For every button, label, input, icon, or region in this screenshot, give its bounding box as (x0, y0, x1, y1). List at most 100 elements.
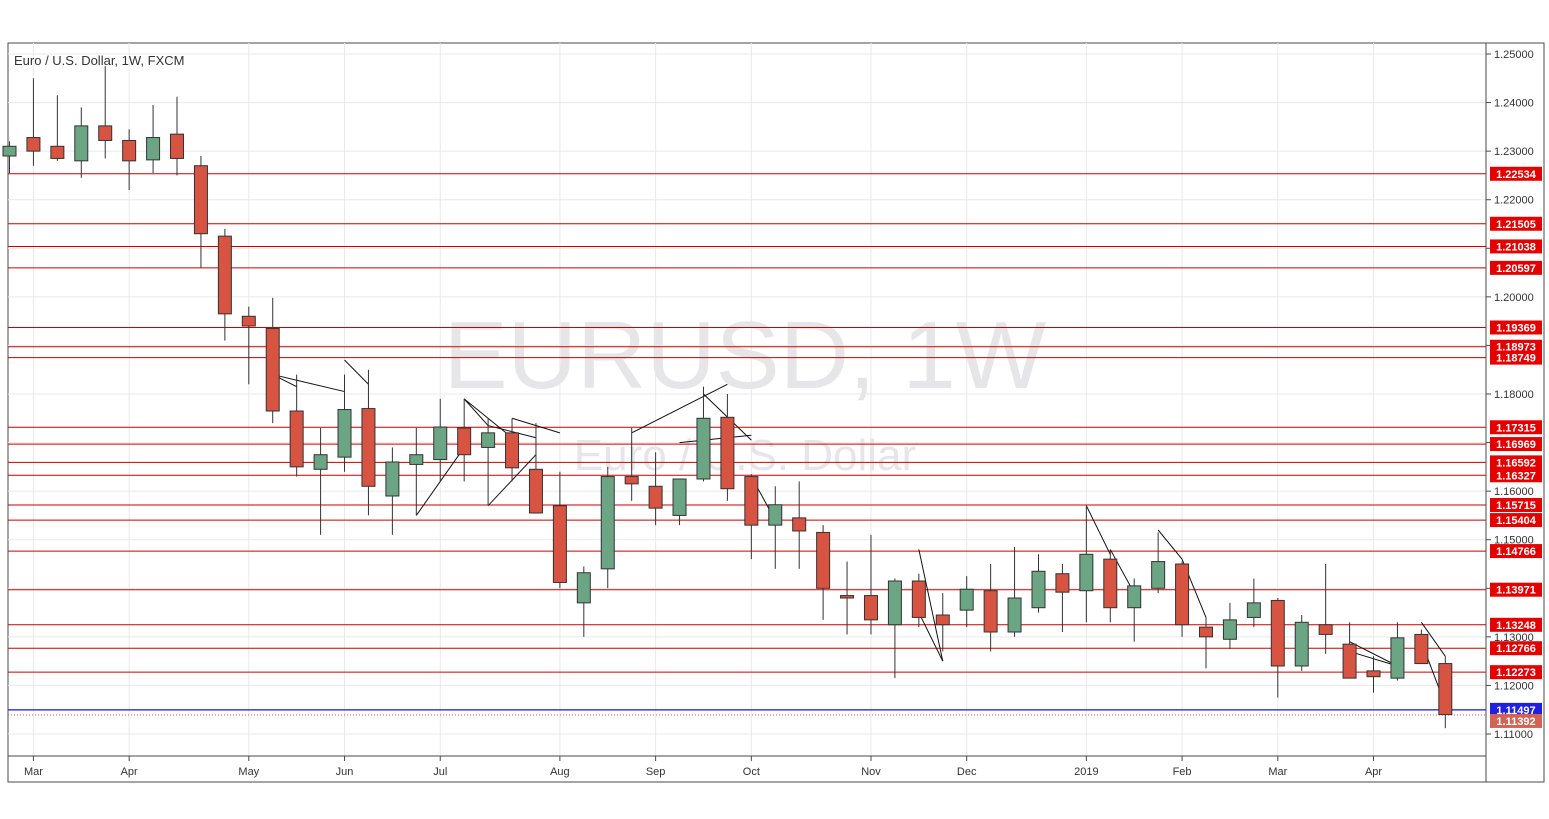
candle-body (313, 454, 328, 470)
candle (409, 428, 424, 516)
candle (50, 95, 65, 161)
candle (552, 471, 567, 589)
level-label-bg (1490, 582, 1542, 597)
candle (983, 564, 998, 652)
candle-body (1199, 626, 1213, 638)
candle-body (98, 125, 113, 141)
y-tick-label: 1.20000 (1494, 292, 1534, 304)
trendline (1420, 621, 1446, 657)
trendline (344, 359, 369, 385)
level-label: 1.15404 (1496, 515, 1537, 527)
level-label-bg (1490, 455, 1542, 470)
candle (1318, 564, 1333, 654)
candle-body (983, 590, 998, 633)
x-tick-label: May (238, 766, 259, 778)
candle (816, 525, 831, 620)
x-tick-label: Feb (1173, 766, 1192, 778)
candle-body (1390, 637, 1405, 679)
level-label-bg (1490, 239, 1542, 254)
level-labels: 1.225341.215051.210381.205971.193691.189… (1490, 166, 1542, 728)
candle-body (122, 139, 137, 162)
level-label-bg (1490, 216, 1542, 231)
candle-body (170, 133, 185, 159)
candle-body (217, 235, 232, 315)
candle-body (337, 409, 352, 458)
candle (959, 576, 974, 628)
level-label: 1.20597 (1496, 263, 1536, 275)
level-label-bg (1490, 350, 1542, 365)
candles (2, 66, 1453, 729)
trendline (918, 549, 944, 662)
candle-body (74, 125, 89, 162)
candle-body (1246, 602, 1261, 618)
candle-body (361, 408, 376, 487)
x-tick-label: Sep (646, 766, 666, 778)
y-tick-label: 1.12000 (1494, 680, 1534, 692)
candle-body (50, 145, 65, 159)
level-label: 1.16592 (1496, 457, 1536, 469)
candle (1246, 578, 1261, 628)
candle (1103, 549, 1118, 623)
candle (744, 474, 759, 560)
candle-body (672, 478, 687, 516)
candle-body (1031, 570, 1046, 609)
candle-body (2, 145, 17, 157)
candle (696, 386, 711, 482)
candle-body (1318, 624, 1333, 635)
level-label-bg (1490, 260, 1542, 275)
candle-body (409, 454, 424, 465)
candle (624, 428, 639, 501)
level-label: 1.16969 (1496, 439, 1536, 451)
candle (2, 141, 17, 173)
candle (1222, 602, 1237, 649)
time-axis[interactable]: Mar Apr May Jun Jul Aug Sep Oct Nov Dec 2019 Feb Mar… (24, 756, 1382, 778)
candle-body (241, 315, 256, 327)
candle-body (289, 410, 304, 468)
level-label-bg (1490, 339, 1542, 354)
candle-body (1127, 585, 1142, 609)
candle (1342, 622, 1357, 679)
candle (1175, 561, 1190, 637)
candle-body (576, 572, 591, 604)
level-label: 1.17315 (1496, 422, 1536, 434)
candle-body (1366, 670, 1381, 678)
candle (289, 374, 304, 477)
candle (1199, 617, 1213, 669)
candle (863, 534, 878, 635)
candle (26, 78, 41, 166)
candle-body (959, 588, 974, 611)
level-label: 1.12273 (1496, 667, 1536, 679)
candle-body (911, 580, 926, 618)
candle-body (26, 137, 41, 152)
candle-body (600, 476, 615, 570)
y-tick-label: 1.22000 (1494, 195, 1534, 207)
price-axis[interactable]: 1.250001.240001.230001.220001.210001.200… (1486, 49, 1534, 741)
marker-level-label-bg (1490, 702, 1542, 717)
level-label: 1.21038 (1496, 241, 1536, 253)
y-tick-label: 1.24000 (1494, 98, 1534, 110)
x-tick-label: Jul (433, 766, 447, 778)
candle-body (385, 461, 400, 497)
level-label-bg (1490, 544, 1542, 559)
candle-body (433, 426, 448, 461)
candle (1270, 598, 1285, 698)
y-tick-label: 1.13000 (1494, 632, 1534, 644)
candle-body (1151, 561, 1166, 589)
level-label: 1.13971 (1496, 585, 1536, 597)
x-tick-label: Mar (24, 766, 43, 778)
candle-body (1103, 558, 1118, 609)
trendline (1349, 641, 1398, 667)
candle-body (1079, 553, 1094, 592)
candle-body (840, 595, 855, 599)
candle-body (792, 517, 807, 532)
candle-body (624, 476, 639, 485)
candle (1031, 554, 1046, 613)
candle-body (1294, 621, 1309, 667)
level-label-bg (1490, 166, 1542, 181)
y-tick-label: 1.11000 (1494, 729, 1533, 741)
candle-body (1222, 619, 1237, 640)
x-tick-label: Dec (957, 766, 977, 778)
y-tick-label: 1.18000 (1494, 389, 1534, 401)
